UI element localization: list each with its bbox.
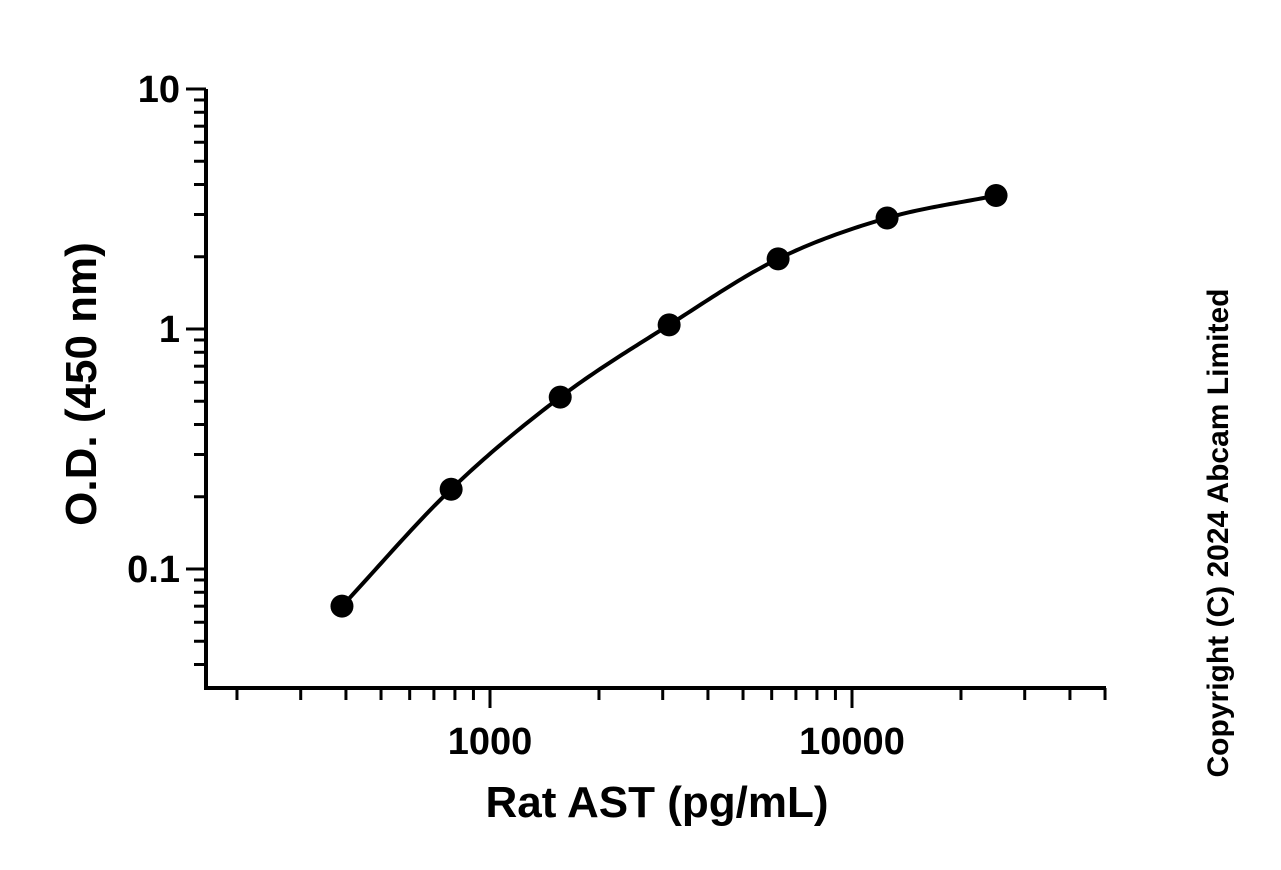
data-point xyxy=(984,183,1008,207)
tick-labels: 1000 10000 10 1 0.1 xyxy=(127,69,905,763)
axis-ticks xyxy=(186,87,1107,708)
y-tick-label: 10 xyxy=(138,69,180,111)
fit-curve xyxy=(340,193,997,608)
data-point xyxy=(548,385,572,409)
copyright-annotation: Copyright (C) 2024 Abcam Limited xyxy=(1202,289,1235,778)
y-tick-label: 0.1 xyxy=(127,549,180,591)
y-tick-label: 1 xyxy=(159,309,180,351)
data-point xyxy=(439,477,463,501)
data-points xyxy=(330,183,1008,618)
x-tick-label: 1000 xyxy=(448,721,533,763)
data-point xyxy=(875,206,899,230)
x-axis-title: Rat AST (pg/mL) xyxy=(486,778,829,827)
data-point xyxy=(330,594,354,618)
y-axis-title: O.D. (450 nm) xyxy=(57,242,106,526)
axes xyxy=(204,89,1106,690)
data-point xyxy=(657,313,681,337)
x-tick-label: 10000 xyxy=(799,721,905,763)
data-point xyxy=(766,247,790,271)
